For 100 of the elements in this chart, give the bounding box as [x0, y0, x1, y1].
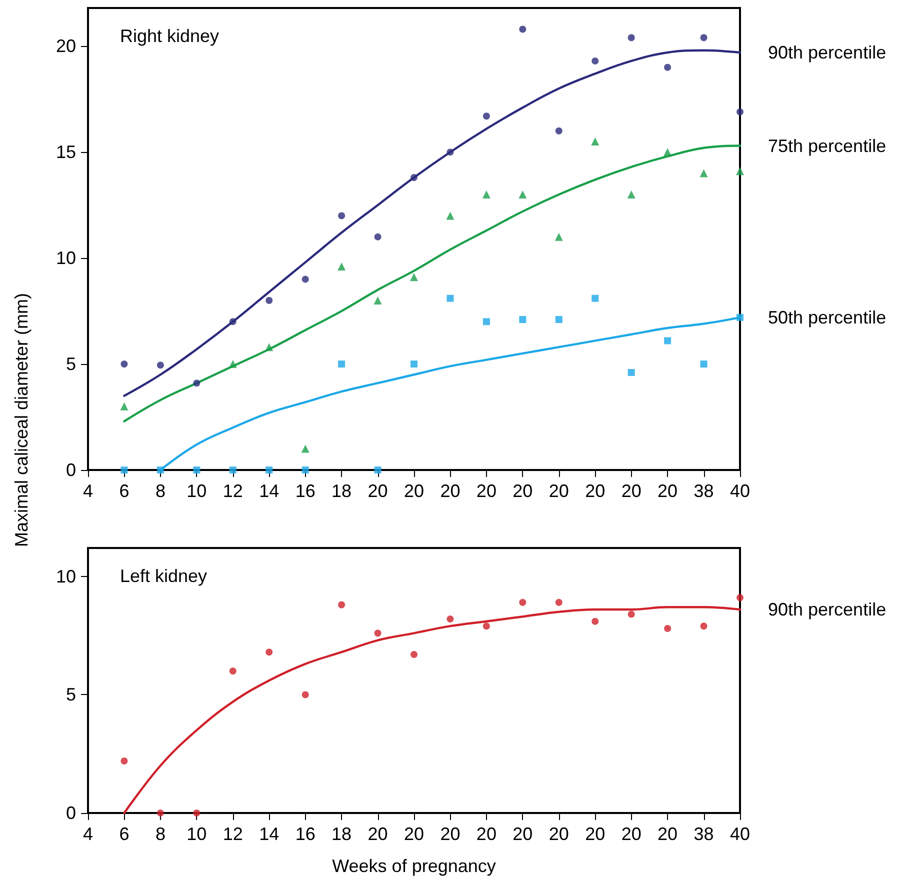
x-tick-label: 18	[332, 824, 352, 844]
y-tick-label: 0	[66, 460, 76, 480]
x-tick-label: 20	[548, 824, 569, 844]
x-tick-label: 10	[186, 481, 207, 501]
point	[301, 444, 310, 453]
x-tick-label: 20	[585, 824, 606, 844]
point	[591, 138, 600, 146]
point	[266, 466, 273, 474]
x-tick-label: 16	[295, 824, 316, 844]
point	[374, 630, 382, 637]
y-tick-label: 20	[56, 36, 76, 56]
point	[229, 318, 236, 326]
x-tick-label: 38	[694, 824, 714, 844]
point	[627, 190, 636, 198]
x-tick-label: 20	[512, 824, 533, 844]
point	[410, 174, 418, 182]
x-tick-label: 20	[658, 824, 678, 844]
x-tick-label: 8	[155, 824, 166, 844]
point	[519, 316, 526, 324]
point	[338, 212, 346, 220]
x-tick-label: 16	[295, 481, 316, 501]
x-tick-label: 20	[404, 481, 424, 501]
y-tick-label: 15	[56, 142, 76, 162]
point	[736, 594, 744, 602]
point	[302, 276, 309, 283]
point	[265, 343, 274, 352]
point	[700, 169, 708, 178]
point	[156, 362, 164, 369]
y-tick-label: 10	[56, 566, 76, 586]
point	[120, 466, 128, 474]
point	[446, 294, 454, 302]
x-tick-label: 20	[621, 481, 642, 501]
point	[374, 233, 382, 240]
point	[374, 296, 382, 304]
x-tick-label: 18	[332, 481, 352, 501]
point	[700, 360, 708, 368]
point	[410, 360, 418, 368]
point	[446, 615, 454, 622]
point	[302, 691, 309, 698]
point	[736, 167, 744, 176]
x-tick-label: 20	[476, 824, 496, 844]
x-tick-label: 40	[730, 481, 750, 501]
point	[156, 810, 164, 816]
point	[664, 337, 672, 344]
point	[482, 622, 490, 630]
point	[555, 598, 562, 606]
x-tick-label: 8	[155, 481, 166, 501]
point	[592, 57, 599, 64]
point	[120, 757, 128, 764]
text: Right kidney	[120, 26, 220, 46]
x-tick-label: 20	[512, 481, 533, 501]
point	[338, 360, 346, 368]
series-label: 90th percentile	[768, 42, 886, 63]
point	[482, 190, 490, 198]
point	[302, 466, 309, 474]
point	[555, 316, 562, 324]
x-tick-label: 20	[585, 481, 606, 501]
point	[338, 601, 346, 608]
y-axis-title: Maximal caliceal diameter (mm)	[12, 292, 32, 548]
point	[193, 466, 200, 474]
point	[736, 108, 744, 116]
point	[193, 810, 200, 816]
y-tick-label: 5	[66, 354, 76, 374]
x-tick-label: 20	[440, 824, 460, 844]
point	[518, 190, 527, 198]
series-label: 50th percentile	[768, 307, 886, 328]
point	[736, 314, 744, 321]
point	[628, 610, 635, 618]
point	[519, 598, 526, 606]
x-tick-label: 20	[440, 481, 460, 501]
x-tick-label: 20	[658, 481, 678, 501]
x-tick-label: 20	[476, 481, 496, 501]
line-series	[123, 49, 742, 397]
x-tick-label: 6	[119, 824, 130, 844]
point	[410, 273, 418, 282]
point	[700, 622, 708, 630]
x-tick-label: 20	[404, 824, 424, 844]
series-label: 75th percentile	[768, 136, 886, 156]
x-tick-label: 20	[621, 824, 642, 844]
point	[592, 618, 599, 625]
point	[628, 34, 635, 42]
x-tick-label: 4	[82, 481, 94, 501]
x-tick-label: 12	[222, 824, 243, 844]
x-tick-label: 20	[368, 824, 388, 844]
point	[664, 64, 672, 71]
point	[628, 369, 635, 376]
point	[410, 650, 418, 658]
x-tick-label: 10	[186, 824, 207, 844]
point	[120, 402, 128, 410]
x-tick-label: 40	[730, 824, 750, 844]
point	[228, 360, 237, 368]
point	[700, 34, 708, 42]
x-tick-label: 12	[222, 481, 243, 501]
x-tick-label: 14	[259, 481, 280, 501]
x-tick-label: 20	[548, 481, 569, 501]
point	[156, 466, 164, 474]
x-tick-label: 14	[259, 824, 280, 844]
point	[555, 127, 562, 134]
point	[482, 112, 490, 120]
x-tick-label: 4	[82, 824, 94, 844]
